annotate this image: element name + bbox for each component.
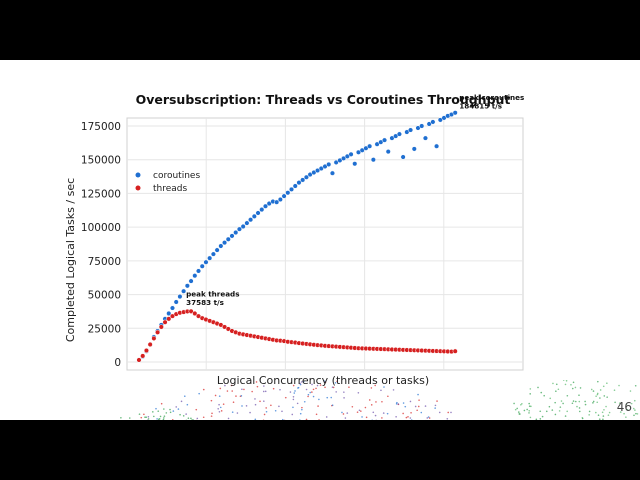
coroutines-point <box>236 226 242 232</box>
threads-point <box>147 341 153 348</box>
chart: 0 25000 50000 75000 100000 125000 150000 175000… <box>64 92 639 420</box>
coroutines-point <box>203 259 209 265</box>
coroutines-point <box>225 236 231 242</box>
coroutines-point <box>381 137 388 143</box>
threads-point <box>188 308 194 314</box>
coroutines-point <box>222 240 228 246</box>
plot-area <box>126 117 524 371</box>
coroutines-point <box>281 193 287 199</box>
coroutines-point <box>218 243 224 249</box>
page-number: 46 <box>616 400 632 414</box>
chart-title: Oversubscription: Threads vs Coroutines … <box>136 92 511 107</box>
coroutines-point <box>274 199 280 205</box>
threads-point <box>158 324 164 330</box>
threads-point <box>162 319 168 325</box>
coroutines-point <box>285 190 291 196</box>
coroutines-point <box>367 143 373 149</box>
threads-point <box>192 310 198 317</box>
series-coroutines <box>136 110 458 363</box>
threads-point <box>452 348 458 354</box>
coroutines-point <box>430 119 436 125</box>
peak-threads-annotation: 37583 t/s <box>186 298 224 307</box>
background-dots-decoration <box>120 380 639 420</box>
y-tick-label: 0 <box>114 357 121 369</box>
coroutines-point <box>434 143 440 149</box>
coroutines-point <box>207 255 213 261</box>
coroutines-point <box>177 294 183 300</box>
coroutines-point <box>303 174 309 180</box>
y-tick-label: 50000 <box>88 290 121 302</box>
coroutines-point <box>329 170 335 176</box>
y-tick-label: 75000 <box>88 256 121 268</box>
series-threads <box>136 308 458 363</box>
coroutines-point <box>411 146 417 152</box>
coroutines-point <box>255 210 261 216</box>
coroutines-point <box>251 213 257 219</box>
data-points <box>136 110 458 363</box>
coroutines-point <box>370 157 376 163</box>
legend-marker-coroutines <box>135 172 141 178</box>
coroutines-point <box>166 310 172 317</box>
coroutines-point <box>169 305 176 311</box>
peak-coroutines-annotation: peak coroutines <box>459 93 524 102</box>
coroutines-point <box>214 247 220 253</box>
coroutines-point <box>199 263 205 269</box>
coroutines-point <box>408 127 414 133</box>
y-tick-label: 150000 <box>81 155 121 167</box>
coroutines-point <box>292 183 298 189</box>
coroutines-point <box>210 251 216 257</box>
coroutines-point <box>452 110 458 116</box>
coroutines-point <box>352 161 358 167</box>
legend-label-coroutines: coroutines <box>153 171 200 181</box>
coroutines-point <box>400 154 406 160</box>
legend-marker-threads <box>135 185 141 191</box>
coroutines-point <box>188 278 194 284</box>
y-axis: 0 25000 50000 75000 100000 125000 150000 175000 <box>81 121 121 369</box>
coroutines-point <box>422 135 428 141</box>
coroutines-point <box>240 223 246 230</box>
y-tick-label: 100000 <box>81 222 121 234</box>
coroutines-point <box>419 123 425 129</box>
threads-point <box>136 357 142 363</box>
threads-point <box>143 347 149 354</box>
coroutines-point <box>248 217 254 223</box>
grid <box>127 118 523 370</box>
coroutines-point <box>173 299 179 305</box>
y-tick-label: 125000 <box>81 188 121 200</box>
coroutines-point <box>244 220 250 226</box>
y-tick-label: 175000 <box>81 121 121 133</box>
coroutines-point <box>192 273 198 279</box>
coroutines-point <box>262 203 269 209</box>
peak-coroutines-annotation: 184815 t/s <box>459 101 502 110</box>
coroutines-point <box>181 288 187 294</box>
coroutines-point <box>277 196 283 203</box>
peak-threads-annotation: peak threads <box>186 289 239 298</box>
coroutines-point <box>233 229 239 236</box>
coroutines-point <box>195 268 202 274</box>
x-axis-label: Logical Concurrency (threads or tasks) <box>217 374 429 387</box>
coroutines-point <box>385 149 391 155</box>
legend-label-threads: threads <box>153 184 188 194</box>
coroutines-point <box>259 207 265 213</box>
legend: coroutines threads <box>135 171 200 194</box>
threads-point <box>140 353 146 359</box>
coroutines-point <box>288 186 295 192</box>
slide: 0 25000 50000 75000 100000 125000 150000 175000… <box>0 60 640 420</box>
y-axis-label: Completed Logical Tasks / sec <box>64 178 77 342</box>
coroutines-point <box>184 283 190 289</box>
threads-point <box>151 335 157 341</box>
coroutines-point <box>229 233 235 239</box>
coroutines-point <box>396 131 402 137</box>
y-tick-label: 25000 <box>88 323 121 335</box>
threads-point <box>166 316 172 322</box>
coroutines-point <box>348 151 354 157</box>
coroutines-point <box>296 180 302 186</box>
coroutines-point <box>300 177 306 183</box>
threads-point <box>155 329 161 335</box>
coroutines-point <box>326 161 332 167</box>
